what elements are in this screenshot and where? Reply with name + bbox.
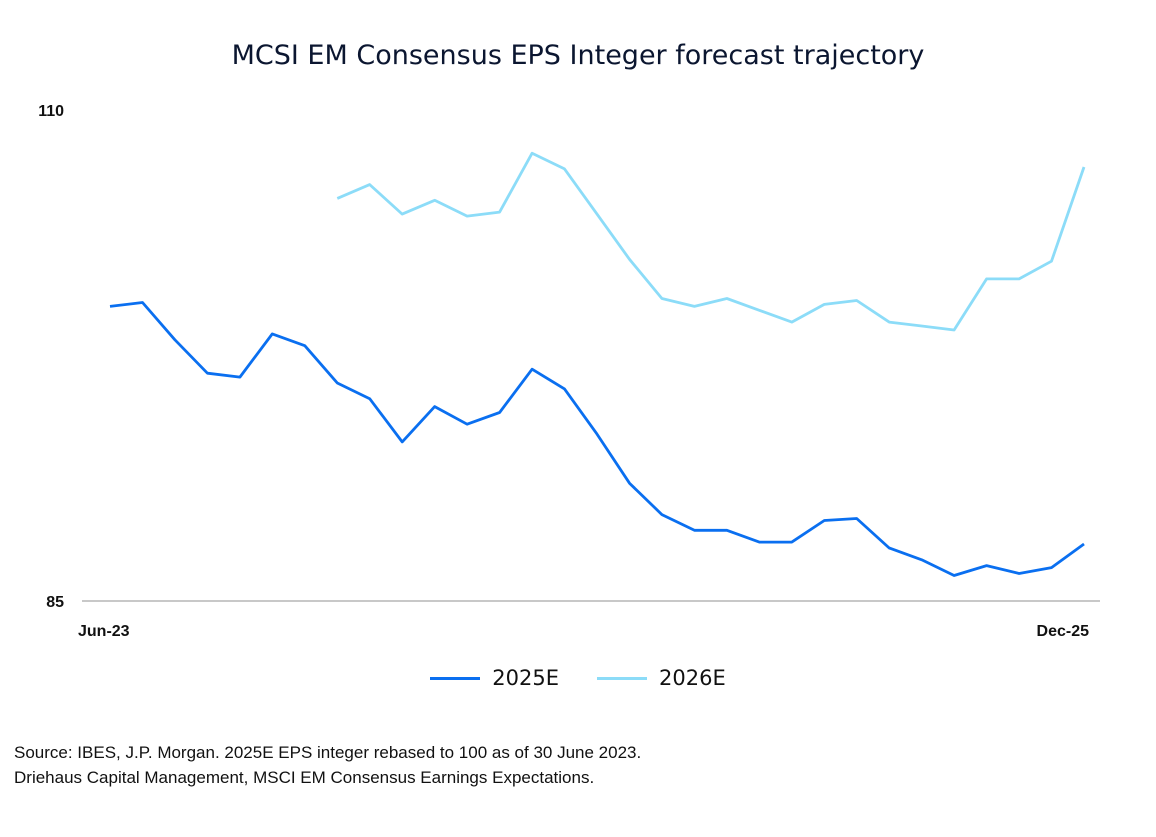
source-line-2: Driehaus Capital Management, MSCI EM Con… xyxy=(14,768,595,787)
legend: 2025E 2026E xyxy=(0,666,1156,690)
legend-swatch xyxy=(597,676,647,680)
source-note: Source: IBES, J.P. Morgan. 2025E EPS int… xyxy=(14,740,641,790)
legend-item-2026e: 2026E xyxy=(597,666,726,690)
legend-swatch xyxy=(430,676,481,680)
y-tick-label: 85 xyxy=(46,594,64,611)
series-line-2026e xyxy=(336,151,1086,332)
chart-title: MCSI EM Consensus EPS Integer forecast t… xyxy=(231,40,925,71)
y-tick-label: 110 xyxy=(38,103,64,120)
source-line-1: Source: IBES, J.P. Morgan. 2025E EPS int… xyxy=(14,743,642,762)
legend-label: 2026E xyxy=(659,666,726,690)
series-line-2025e xyxy=(109,301,1085,577)
legend-label: 2025E xyxy=(492,666,559,690)
legend-item-2025e: 2025E xyxy=(430,666,559,690)
x-tick-label: Jun-23 xyxy=(78,623,130,640)
x-tick-label: Dec-25 xyxy=(1037,623,1090,640)
